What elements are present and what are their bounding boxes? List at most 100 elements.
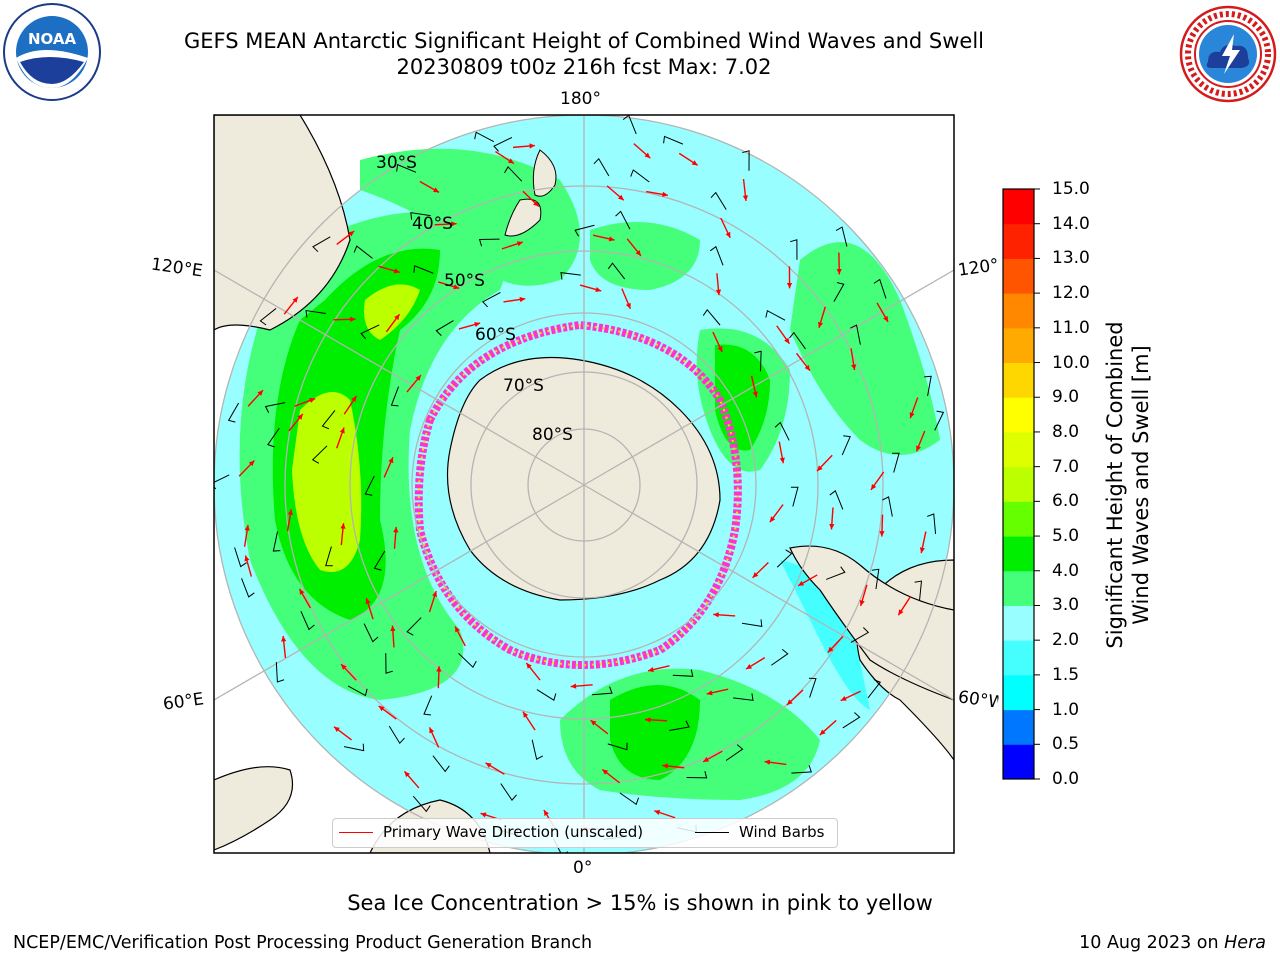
wave-arrow-head [804, 364, 810, 371]
wave-arrow-head [415, 375, 421, 381]
wind-barb [435, 320, 454, 336]
wind-barb [754, 350, 762, 372]
wind-barb [630, 169, 650, 183]
wave-arrow-head [608, 236, 615, 242]
colorbar-label-line1: Significant Height of Combined [1103, 321, 1127, 649]
footer-machine: Hera [1224, 933, 1266, 953]
wave-arrow-head [648, 667, 654, 673]
wind-barb [615, 210, 631, 230]
wave-arrow-head [840, 695, 847, 701]
legend-label-wave: Primary Wave Direction (unscaled) [383, 823, 644, 841]
lat-label-50s: 50°S [444, 271, 485, 291]
wave-arrow-head [404, 771, 410, 778]
wave-arrow-head [340, 523, 346, 529]
wind-barb [591, 686, 613, 696]
wave-arrow-head [388, 457, 394, 464]
wave-arrow-head [281, 636, 287, 642]
wave-arrow-head [590, 720, 597, 726]
wind-barb [842, 712, 861, 729]
wind-barb [669, 720, 690, 732]
colorbar-segment [1003, 640, 1034, 676]
wind-barb [474, 131, 495, 143]
wind-barb [227, 402, 240, 423]
wave-arrow-head [715, 289, 722, 296]
map-title: GEFS MEAN Antarctic Significant Height o… [183, 29, 985, 53]
wind-barb [406, 617, 422, 636]
wind-barb [914, 580, 923, 601]
wind-barb [396, 163, 417, 173]
wave-direction-arrows [238, 143, 927, 832]
wave-arrow-head [703, 756, 710, 762]
wave-arrow-head [529, 143, 535, 149]
wind-barb [325, 546, 333, 567]
wave-arrow-head [644, 152, 651, 159]
wave-arrow-head [309, 398, 316, 403]
wave-arrow-head [819, 729, 826, 736]
colorbar-segment [1003, 223, 1034, 259]
colorbar-tick-label: 10.0 [1052, 352, 1090, 373]
colorbar-segment [1003, 709, 1034, 745]
wave-arrow-head [635, 250, 641, 256]
wave-arrow-head [455, 626, 460, 633]
wind-barb [709, 245, 724, 266]
wave-arrow-head [662, 191, 668, 197]
wave-arrow-head [644, 717, 651, 723]
wave-arrow-head [570, 683, 577, 689]
wave-arrow-head [817, 465, 823, 472]
wind-barb [347, 685, 368, 697]
wind-barb [410, 212, 431, 220]
wind-barb [790, 239, 798, 260]
wave-arrow-head [851, 364, 857, 371]
wave-arrow-head [244, 524, 250, 531]
wave-arrow-head [393, 526, 399, 533]
wave-arrow-head [480, 812, 487, 818]
colorbar-tick-label: 14.0 [1052, 213, 1090, 234]
wind-barb [710, 191, 727, 210]
wave-arrow-head [432, 591, 438, 598]
wave-arrow-head [919, 547, 925, 554]
wave-arrow-head [859, 600, 865, 606]
lat-label-80s: 80°S [532, 425, 573, 445]
wind-barb [867, 679, 882, 699]
wave-arrow-head [654, 810, 661, 815]
colorbar-segment [1003, 744, 1034, 780]
wave-arrow-head [769, 516, 776, 523]
wind-barb [619, 792, 640, 806]
wave-arrow-head [350, 316, 356, 322]
colorbar-segment [1003, 536, 1034, 572]
wave-arrow-head [244, 555, 250, 562]
wave-band-east-pacific [790, 242, 940, 455]
wave-arrow-head [786, 282, 793, 289]
wave-arrow-head [713, 612, 719, 618]
footer-date-text: 10 Aug 2023 on [1079, 933, 1225, 953]
sea-ice-note: Sea Ice Concentration > 15% is shown in … [347, 891, 933, 915]
wave-arrow-head [339, 427, 345, 434]
wave-max-area-2 [364, 284, 420, 340]
wave-arrow-head [827, 646, 834, 653]
map-subtitle: 20230809 t00z 216h fcst Max: 7.02 [396, 55, 772, 79]
colorbar-segment [1003, 258, 1034, 294]
wind-barb [321, 410, 336, 430]
wave-arrow-head [879, 531, 885, 537]
wave-arrow-head [348, 231, 355, 237]
wave-arrow-head [507, 158, 514, 164]
wave-arrow-head [602, 769, 609, 775]
wave-arrow-head [784, 337, 790, 344]
wind-barb [560, 272, 581, 280]
colorbar-label-line2: Wind Waves and Swell [m] [1129, 345, 1153, 625]
wave-arrow-head [746, 664, 753, 670]
wave-arrow-head [519, 296, 526, 303]
wind-barb [423, 695, 433, 716]
colorbar-tick-label: 6.0 [1052, 491, 1080, 512]
wind-barb [663, 135, 684, 145]
colorbar-frame [1002, 188, 1035, 780]
colorbar-segment [1003, 293, 1034, 329]
colorbar-segment [1003, 362, 1034, 398]
colorbar-segment [1003, 189, 1034, 225]
wave-arrow-head [836, 269, 842, 275]
wave-arrow-head [829, 523, 835, 530]
wave-arrow-head [299, 588, 305, 595]
wind-barb [385, 653, 393, 674]
wind-barb [924, 375, 932, 397]
